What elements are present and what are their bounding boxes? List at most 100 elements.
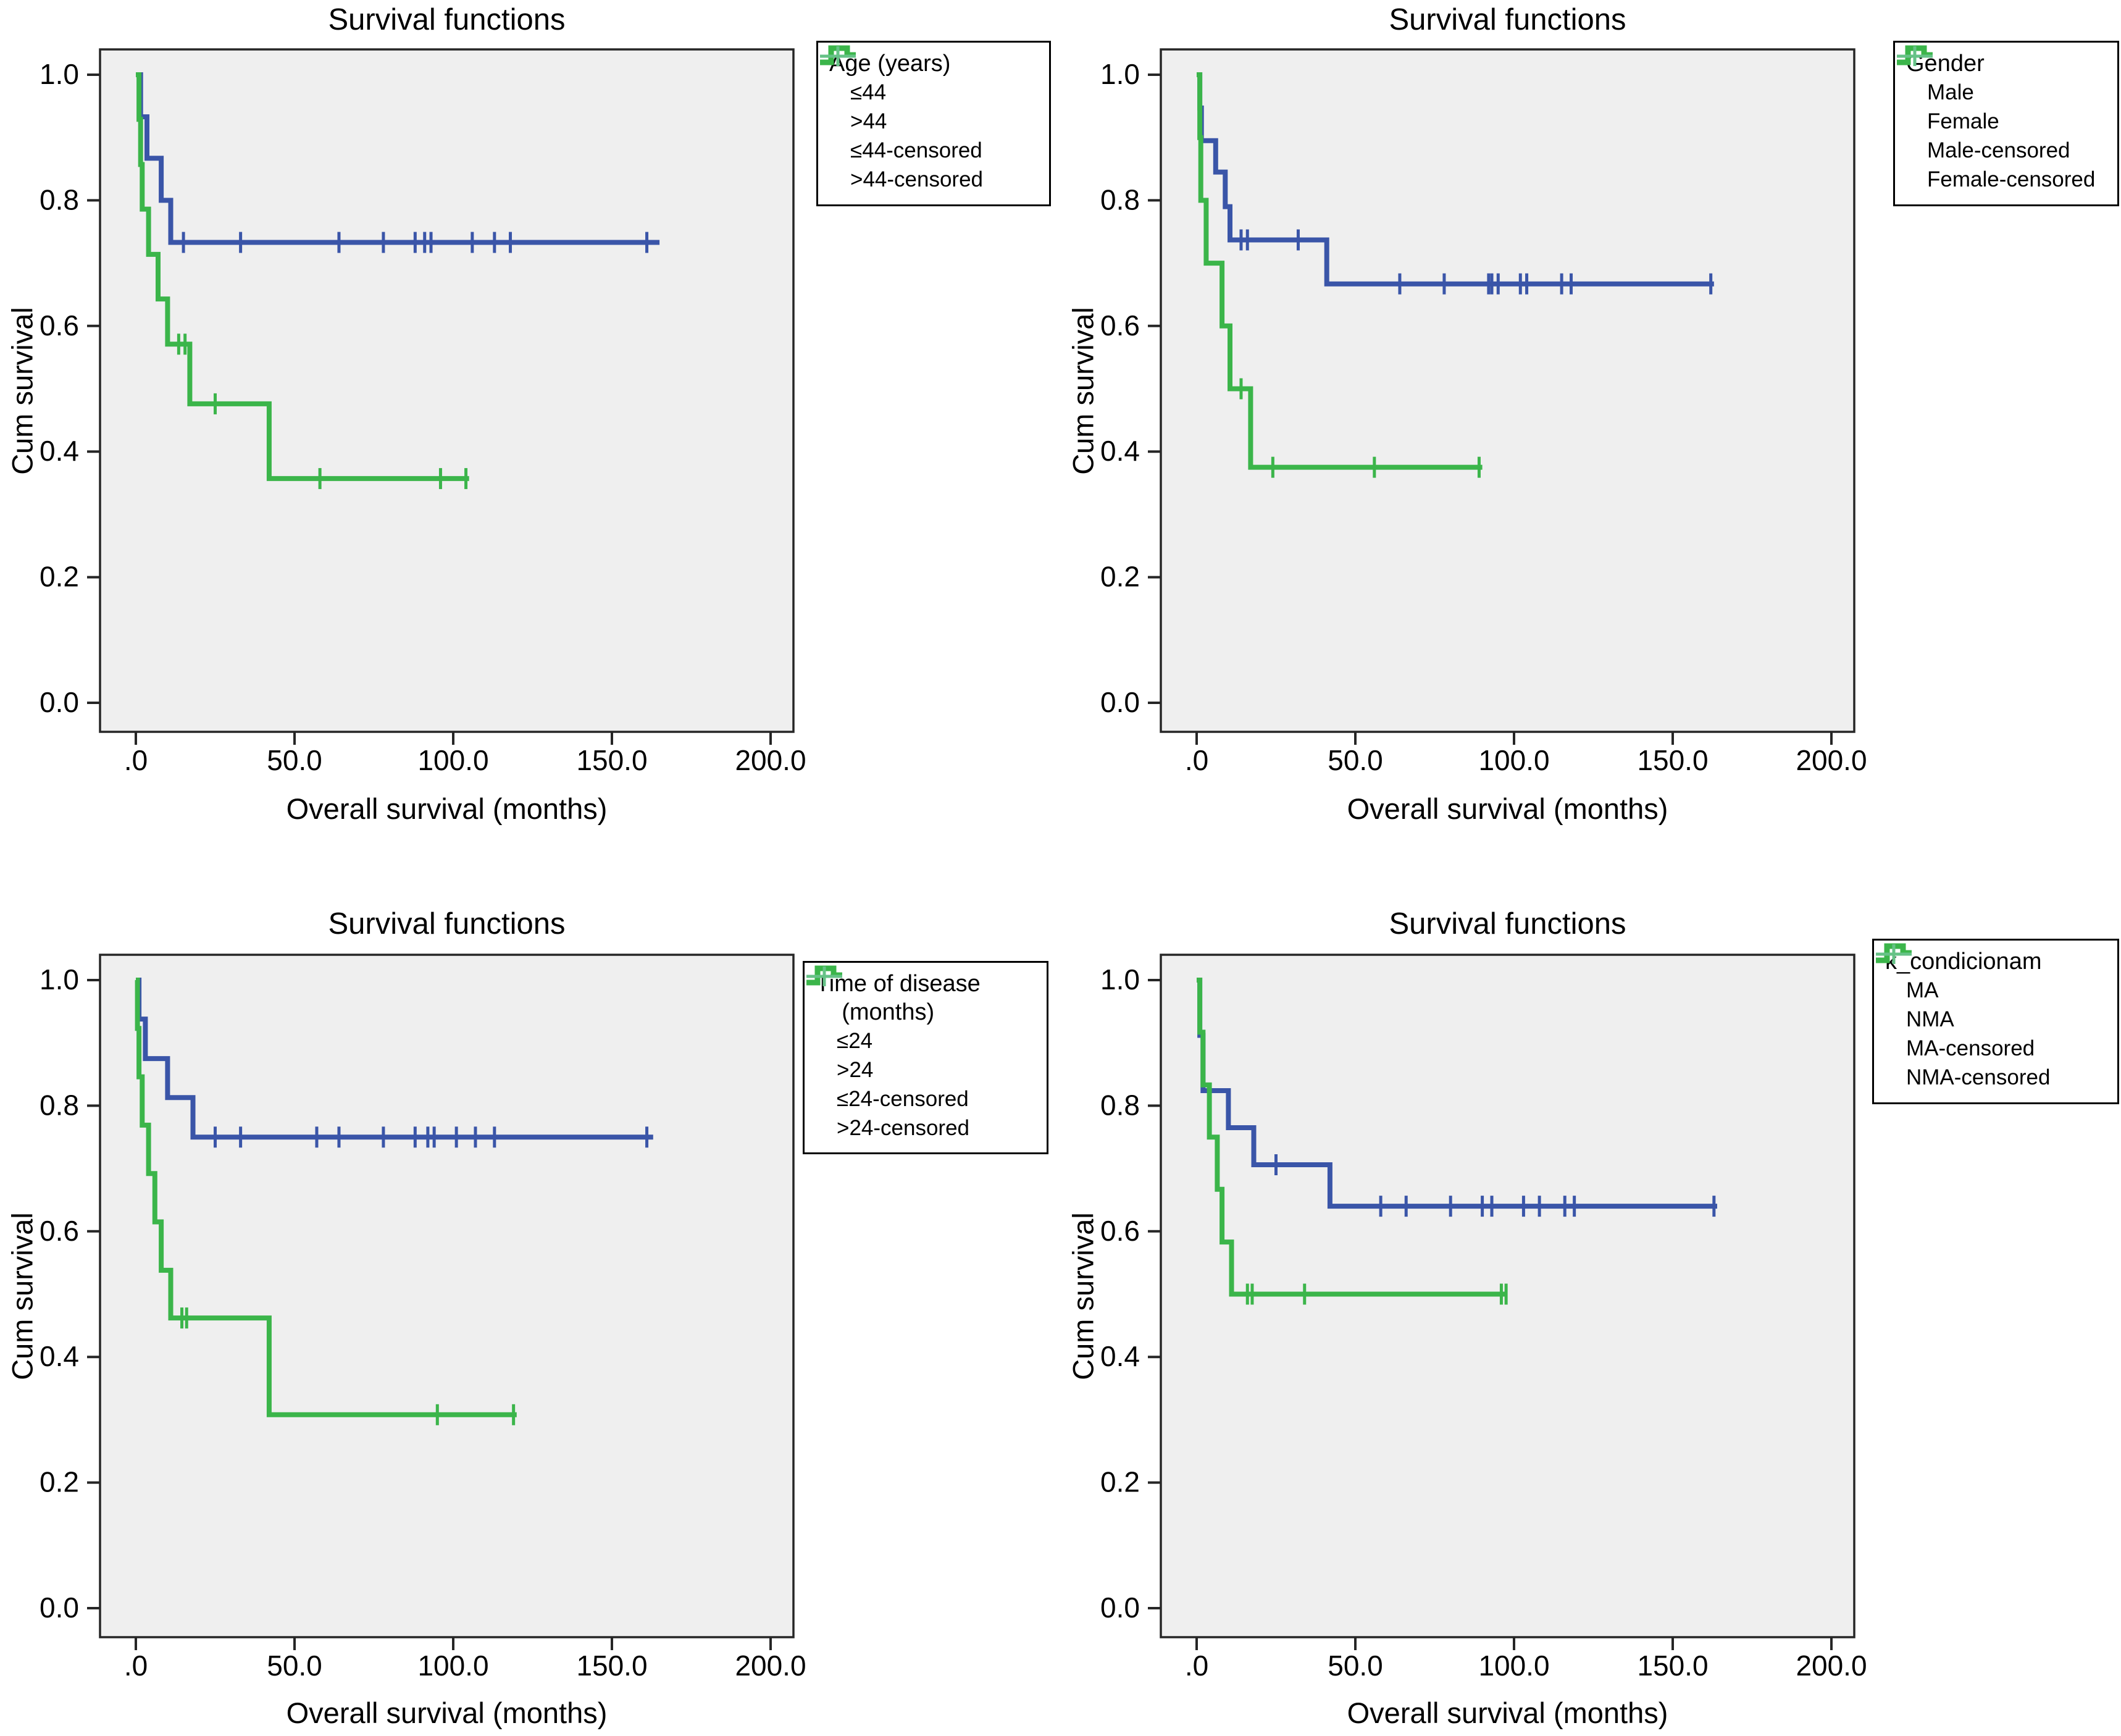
chart-panel-time-of-disease: Survival functions Cum survival Overall … [0, 868, 1060, 1736]
legend-entry: NMA [1876, 943, 2109, 1034]
legend-title: Time of disease [816, 971, 981, 997]
legend-box-gender: Gender Male Female Male-censored Female-cens… [1893, 41, 2119, 206]
y-tick-label: 0.2 [40, 1466, 79, 1498]
x-tick-label: 200.0 [735, 744, 806, 776]
x-tick-label: 150.0 [1637, 1650, 1708, 1682]
x-axis-title: Overall survival (months) [1347, 792, 1668, 825]
legend-entry-label: Male-censored [1927, 138, 2070, 163]
y-tick-label: 0.2 [1100, 1466, 1140, 1498]
y-tick-label: 0.6 [40, 309, 79, 342]
legend-entry: Female [1897, 45, 2109, 136]
censored-plus-icon [1897, 46, 1933, 66]
y-tick-label: 0.4 [1100, 1340, 1140, 1372]
legend-entry-label: >44-censored [850, 167, 984, 192]
legend-entry-label: MA [1906, 978, 1939, 1003]
y-tick-label: 0.6 [1100, 309, 1140, 342]
legend-entry: NMA-censored [1876, 944, 2109, 1092]
y-tick-label: 0.4 [1100, 435, 1140, 467]
x-tick-label: 50.0 [1328, 744, 1383, 776]
y-tick-label: 0.8 [1100, 1089, 1140, 1121]
km-plot-svg-age: .0 50.0 100.0 150.0 200.0 0.0 0.2 0.4 0.6 0.8 1.0 [40, 48, 806, 776]
y-tick-label: 0.8 [40, 183, 79, 216]
legend-entry: >24 [806, 965, 1038, 1084]
legend-title: Gender [1906, 51, 1985, 77]
legend-entry-label: >44 [850, 109, 887, 134]
x-tick-label: .0 [124, 744, 148, 776]
x-tick-label: 200.0 [735, 1650, 806, 1682]
legend-entry-label: >24-censored [837, 1115, 970, 1140]
y-tick-label: 0.0 [1100, 686, 1140, 718]
y-tick-label: 0.8 [1100, 183, 1140, 216]
x-tick-label: .0 [1185, 744, 1208, 776]
x-tick-label: 50.0 [1328, 1650, 1383, 1682]
series-line-NMA [1197, 978, 1507, 1297]
x-tick-label: 150.0 [576, 744, 647, 776]
chart-panel-k-condicionam: Survival functions Cum survival Overall … [1061, 868, 2121, 1736]
x-tick-label: 200.0 [1796, 744, 1867, 776]
legend-box-k-condicionam: k_condicionam MA NMA MA-censored NMA-censore… [1872, 939, 2119, 1104]
y-tick-label: 0.6 [1100, 1215, 1140, 1247]
y-tick-label: 0.4 [40, 435, 79, 467]
legend-entry-label: NMA-censored [1906, 1065, 2051, 1090]
legend-entry: >44-censored [820, 46, 1040, 195]
plot-area [1160, 48, 1855, 733]
legend-box-time-of-disease: Time of disease (months) ≤24 >24 ≤24-censor… [803, 961, 1048, 1155]
y-tick-label: 0.2 [40, 561, 79, 593]
legend-title: (months) [816, 999, 935, 1025]
censored-plus-icon [806, 967, 842, 986]
legend-entry: ≤24-censored [806, 967, 1038, 1113]
legend-entry-label: Female [1927, 109, 1999, 134]
y-tick-label: 0.8 [40, 1089, 79, 1121]
legend-entry: MA-censored [1876, 944, 2109, 1063]
chart-title: Survival functions [1389, 907, 1626, 941]
plot-area [99, 48, 795, 733]
series-line->44 [136, 72, 469, 481]
legend-entry-label: NMA [1906, 1007, 1954, 1032]
x-tick-label: 100.0 [417, 1650, 488, 1682]
y-tick-label: 0.6 [40, 1215, 79, 1247]
chart-title: Survival functions [328, 907, 566, 941]
censored-plus-icon [1876, 944, 1912, 964]
y-tick-label: 0.4 [40, 1340, 79, 1372]
x-tick-label: 100.0 [417, 744, 488, 776]
x-tick-label: .0 [124, 1650, 148, 1682]
chart-title: Survival functions [328, 3, 566, 36]
x-tick-label: 200.0 [1796, 1650, 1867, 1682]
legend-title: k_condicionam [1885, 949, 2042, 975]
y-tick-label: 0.2 [1100, 561, 1140, 593]
legend-entry-label: Male [1927, 80, 1974, 105]
km-plot-svg-time-of-disease: .0 50.0 100.0 150.0 200.0 0.0 0.2 0.4 0.6 0.8 1.0 [40, 954, 806, 1682]
legend-entry-label: ≤24 [837, 1028, 873, 1053]
legend-entry: ≤44 [820, 45, 1040, 107]
x-tick-label: 150.0 [576, 1650, 647, 1682]
legend-entry: ≤44-censored [820, 46, 1040, 166]
legend-entry: >24-censored [806, 967, 1038, 1143]
chart-panel-gender: Survival functions Cum survival Overall … [1061, 0, 2121, 868]
y-tick-label: 0.0 [40, 686, 79, 718]
y-tick-label: 1.0 [40, 963, 79, 996]
x-tick-label: .0 [1185, 1650, 1208, 1682]
chart-panel-age: Survival functions Cum survival Overall … [0, 0, 1060, 868]
x-tick-label: 150.0 [1637, 744, 1708, 776]
plot-area [99, 954, 795, 1638]
km-plot-svg-k-condicionam: .0 50.0 100.0 150.0 200.0 0.0 0.2 0.4 0.6 0.8 1.0 [1100, 954, 1867, 1682]
legend-entry-label: >24 [837, 1057, 874, 1082]
y-tick-label: 1.0 [1100, 58, 1140, 90]
legend-box-age: Age (years) ≤44 >44 ≤44-censored >44-censore… [816, 41, 1051, 206]
y-tick-label: 0.0 [40, 1591, 79, 1624]
legend-entry: Female-censored [1897, 46, 2109, 195]
legend-title: Age (years) [829, 51, 951, 77]
x-tick-label: 50.0 [267, 1650, 322, 1682]
y-tick-label: 1.0 [40, 58, 79, 90]
chart-title: Survival functions [1389, 3, 1626, 36]
legend-entry-label: ≤44 [850, 80, 887, 105]
y-tick-label: 0.0 [1100, 1591, 1140, 1624]
x-tick-label: 50.0 [267, 744, 322, 776]
legend-entry-label: ≤44-censored [850, 138, 982, 163]
legend-entry-label: MA-censored [1906, 1036, 2035, 1061]
x-tick-label: 100.0 [1478, 744, 1549, 776]
y-tick-label: 1.0 [1100, 963, 1140, 996]
x-tick-label: 100.0 [1478, 1650, 1549, 1682]
x-axis-title: Overall survival (months) [286, 792, 608, 825]
